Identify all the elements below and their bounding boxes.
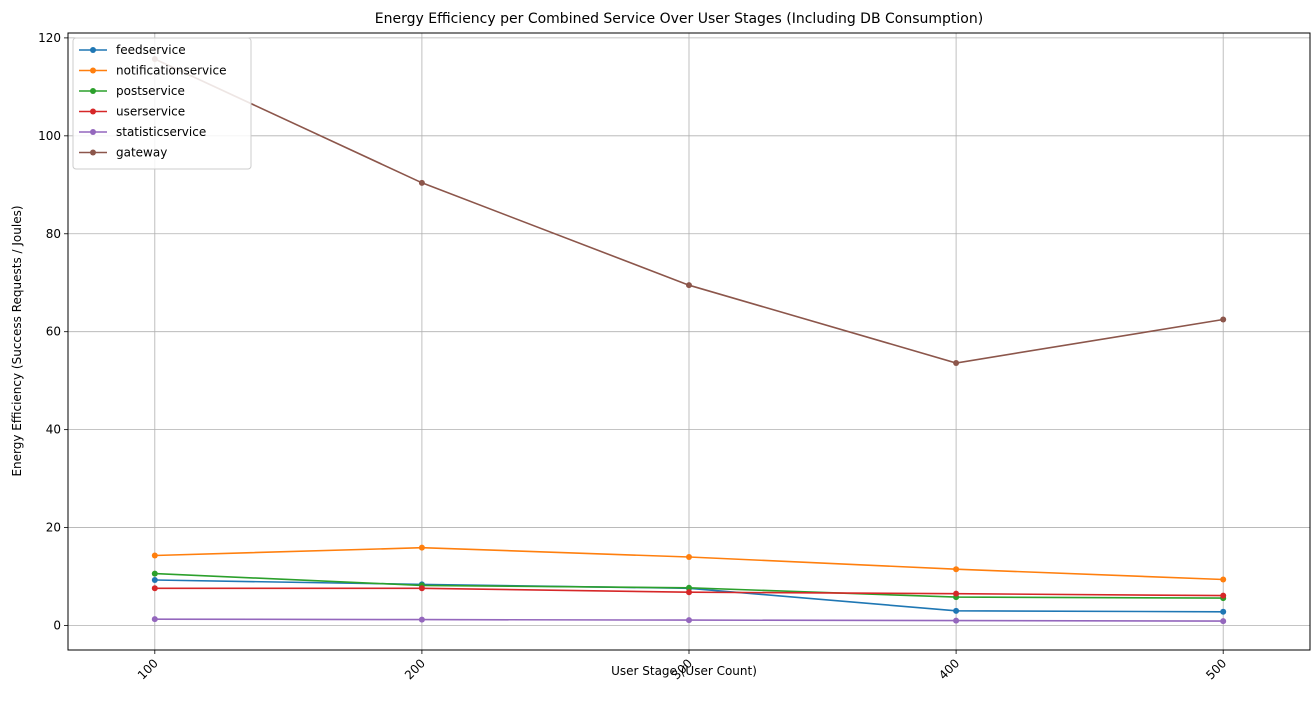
data-point (1220, 576, 1227, 583)
data-point (1220, 618, 1227, 625)
series-statisticservice (151, 616, 1227, 625)
y-axis-ticks: 0 20 40 60 80 100 120 (38, 31, 68, 633)
x-tick-label: 400 (936, 656, 962, 682)
data-point (953, 566, 960, 573)
y-axis-label: Energy Efficiency (Success Requests / Jo… (10, 205, 24, 476)
legend-label: notificationservice (116, 64, 226, 78)
data-point (151, 576, 158, 583)
legend-item: postservice (79, 84, 185, 98)
legend-item: gateway (79, 146, 167, 160)
data-point (151, 570, 158, 577)
legend-marker (90, 108, 96, 115)
data-point (418, 179, 425, 186)
data-point (953, 360, 960, 367)
grid-lines (68, 33, 1310, 650)
y-tick-label: 20 (46, 521, 61, 535)
data-point (953, 590, 960, 597)
x-axis-label: User Stage (User Count) (611, 664, 757, 678)
legend: feedservice notificationservice postservic… (72, 37, 252, 170)
legend-label: statisticservice (116, 125, 206, 139)
y-tick-label: 80 (46, 227, 61, 241)
series-userservice (151, 585, 1227, 599)
data-point (686, 617, 692, 624)
legend-label: userservice (116, 105, 185, 119)
data-point (1220, 608, 1227, 615)
y-tick-label: 120 (38, 31, 61, 45)
legend-item: userservice (79, 105, 185, 119)
y-tick-label: 0 (53, 619, 61, 633)
data-point (686, 589, 692, 596)
legend-item: feedservice (79, 43, 186, 57)
legend-box (72, 37, 252, 170)
y-tick-label: 60 (46, 325, 61, 339)
data-point (953, 617, 960, 624)
data-point (686, 584, 692, 591)
legend-marker (90, 129, 96, 135)
data-point (686, 282, 692, 289)
data-point (151, 552, 158, 559)
data-point (1220, 592, 1227, 599)
x-tick-label: 200 (402, 656, 428, 682)
legend-item: statisticservice (79, 125, 206, 139)
x-tick-label: 100 (135, 656, 161, 682)
legend-marker (90, 88, 96, 94)
data-point (953, 607, 960, 614)
legend-marker (90, 67, 96, 74)
legend-item: notificationservice (79, 64, 226, 78)
data-point (418, 585, 425, 592)
legend-label: gateway (116, 146, 167, 160)
legend-label: postservice (116, 84, 185, 98)
data-point (1220, 316, 1227, 323)
chart-title: Energy Efficiency per Combined Service O… (375, 11, 983, 27)
legend-marker (90, 47, 96, 53)
data-point (418, 544, 425, 551)
x-tick-label: 500 (1203, 656, 1229, 682)
legend-marker (90, 149, 96, 156)
series-group (151, 55, 1227, 625)
data-point (418, 616, 425, 623)
data-point (151, 616, 158, 623)
data-point (151, 585, 158, 592)
series-notificationservice (151, 544, 1227, 583)
data-point (686, 553, 692, 560)
legend-label: feedservice (116, 43, 186, 57)
y-tick-label: 40 (46, 423, 61, 437)
y-tick-label: 100 (38, 129, 61, 143)
